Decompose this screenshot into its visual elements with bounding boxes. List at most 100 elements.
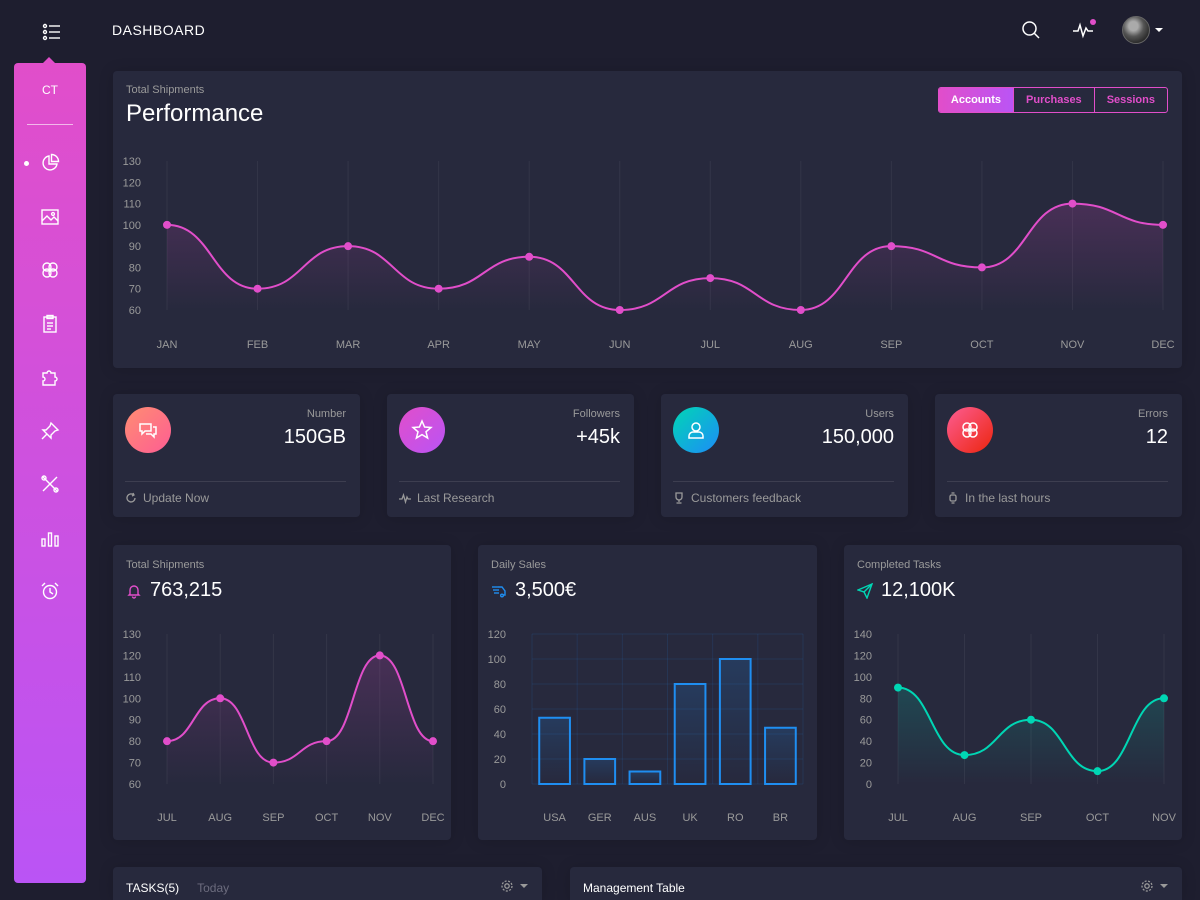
stat-label: Errors bbox=[1138, 408, 1168, 420]
atom-icon bbox=[42, 262, 58, 278]
stat-card-errors: Errors 12 In the last hours bbox=[935, 394, 1182, 517]
tab-accounts[interactable]: Accounts bbox=[938, 88, 1014, 112]
bar bbox=[764, 726, 797, 785]
top-actions bbox=[1018, 16, 1164, 44]
stat-footer[interactable]: Update Now bbox=[125, 491, 209, 505]
tasks-title: TASKS(5) bbox=[126, 881, 180, 895]
x-tick-label: JUL bbox=[888, 812, 908, 824]
sidebar-item-plugins[interactable] bbox=[14, 362, 86, 392]
x-tick-label: RO bbox=[727, 812, 744, 824]
x-tick-label: USA bbox=[543, 812, 566, 824]
gear-icon bbox=[1141, 880, 1153, 892]
bar bbox=[628, 770, 662, 785]
y-tick-label: 20 bbox=[860, 758, 872, 770]
series-line bbox=[166, 202, 1164, 312]
stat-value: +45k bbox=[576, 426, 620, 448]
y-tick-label: 80 bbox=[129, 736, 141, 748]
x-tick-label: AUG bbox=[208, 812, 232, 824]
sidebar-item-tools[interactable] bbox=[14, 469, 86, 499]
sidebar-item-alarms[interactable] bbox=[14, 576, 86, 606]
sidebar-logo[interactable]: CT bbox=[42, 83, 58, 97]
data-point bbox=[253, 284, 262, 293]
puzzle-icon bbox=[42, 370, 58, 386]
data-point bbox=[344, 242, 353, 251]
performance-tabs: Accounts Purchases Sessions bbox=[937, 87, 1168, 113]
tasks-card: TASKS(5) Today bbox=[113, 867, 542, 900]
card-value: 12,100K bbox=[881, 579, 956, 601]
x-tick-label: NOV bbox=[368, 812, 393, 824]
sidebar-item-dashboard[interactable] bbox=[14, 148, 86, 178]
y-tick-label: 60 bbox=[129, 305, 141, 317]
menu-list-icon[interactable] bbox=[40, 20, 64, 44]
y-tick-label: 40 bbox=[860, 736, 872, 748]
y-tick-label: 130 bbox=[123, 156, 141, 168]
data-point bbox=[894, 683, 902, 692]
stat-footer[interactable]: Customers feedback bbox=[673, 491, 801, 505]
x-tick-label: AUG bbox=[789, 339, 813, 351]
sidebar-item-charts[interactable] bbox=[14, 523, 86, 553]
tasks-settings-button[interactable] bbox=[500, 879, 528, 893]
stat-footer[interactable]: Last Research bbox=[399, 491, 494, 505]
daily-sales-card: Daily Sales 3,500€ 0 20 40 60 80 100 120 USA GER… bbox=[478, 545, 817, 840]
data-point bbox=[163, 220, 171, 229]
sidebar-item-tasks[interactable] bbox=[14, 309, 86, 339]
caret-down-icon bbox=[1155, 28, 1163, 32]
stat-divider bbox=[673, 481, 894, 482]
stat-footer[interactable]: In the last hours bbox=[947, 491, 1050, 505]
y-tick-label: 110 bbox=[123, 672, 141, 684]
search-icon[interactable] bbox=[1018, 17, 1044, 43]
x-tick-label: SEP bbox=[262, 812, 284, 824]
management-table-card: Management Table bbox=[570, 867, 1182, 900]
bar bbox=[583, 758, 617, 785]
x-tick-label: UK bbox=[682, 812, 698, 824]
pie-chart-icon bbox=[42, 153, 60, 171]
x-tick-label: SEP bbox=[1020, 812, 1042, 824]
delivery-icon bbox=[492, 585, 506, 597]
page-title: DASHBOARD bbox=[112, 22, 206, 38]
x-tick-label: JUL bbox=[700, 339, 720, 351]
data-point bbox=[977, 263, 986, 272]
data-point bbox=[525, 252, 534, 261]
sidebar-item-pins[interactable] bbox=[14, 416, 86, 446]
y-tick-label: 60 bbox=[860, 715, 872, 727]
x-tick-label: JAN bbox=[157, 339, 178, 351]
performance-card: Total Shipments Performance Accounts Pur… bbox=[113, 71, 1182, 368]
data-point bbox=[375, 651, 384, 660]
y-tick-label: 80 bbox=[129, 262, 141, 274]
x-tick-label: SEP bbox=[880, 339, 902, 351]
area-fill bbox=[898, 687, 1164, 784]
data-point bbox=[216, 694, 225, 703]
tools-icon bbox=[41, 475, 59, 493]
sidebar-item-components[interactable] bbox=[14, 255, 86, 285]
activity-notification-icon[interactable] bbox=[1070, 17, 1096, 43]
tab-sessions[interactable]: Sessions bbox=[1093, 88, 1167, 112]
bar bbox=[718, 658, 752, 785]
stat-divider bbox=[947, 481, 1168, 482]
x-tick-label: GER bbox=[588, 812, 612, 824]
stat-footer-text: Customers feedback bbox=[691, 491, 802, 505]
stat-divider bbox=[399, 481, 620, 482]
atom-icon bbox=[947, 407, 993, 453]
daily-sales-chart: 0 20 40 60 80 100 120 USA GER AUS UK RO BR bbox=[488, 629, 804, 824]
y-tick-label: 90 bbox=[129, 715, 141, 727]
table-settings-button[interactable] bbox=[1140, 879, 1168, 893]
x-tick-label: MAY bbox=[518, 339, 542, 351]
y-tick-label: 90 bbox=[129, 241, 141, 253]
y-tick-label: 120 bbox=[123, 650, 141, 662]
data-point bbox=[706, 274, 715, 283]
bar bbox=[673, 683, 707, 785]
data-point bbox=[960, 751, 969, 760]
y-tick-label: 100 bbox=[123, 693, 141, 705]
user-menu[interactable] bbox=[1122, 16, 1164, 44]
stat-value: 150,000 bbox=[821, 426, 894, 448]
area-fill bbox=[167, 203, 1163, 310]
data-point bbox=[796, 306, 805, 314]
sidebar-item-gallery[interactable] bbox=[14, 202, 86, 232]
star-icon bbox=[399, 407, 445, 453]
data-point bbox=[1093, 767, 1102, 776]
y-tick-label: 120 bbox=[488, 629, 506, 641]
clipboard-icon bbox=[43, 314, 57, 333]
tab-purchases[interactable]: Purchases bbox=[1013, 88, 1094, 112]
y-tick-label: 70 bbox=[129, 758, 141, 770]
card-category: Daily Sales bbox=[491, 559, 547, 571]
